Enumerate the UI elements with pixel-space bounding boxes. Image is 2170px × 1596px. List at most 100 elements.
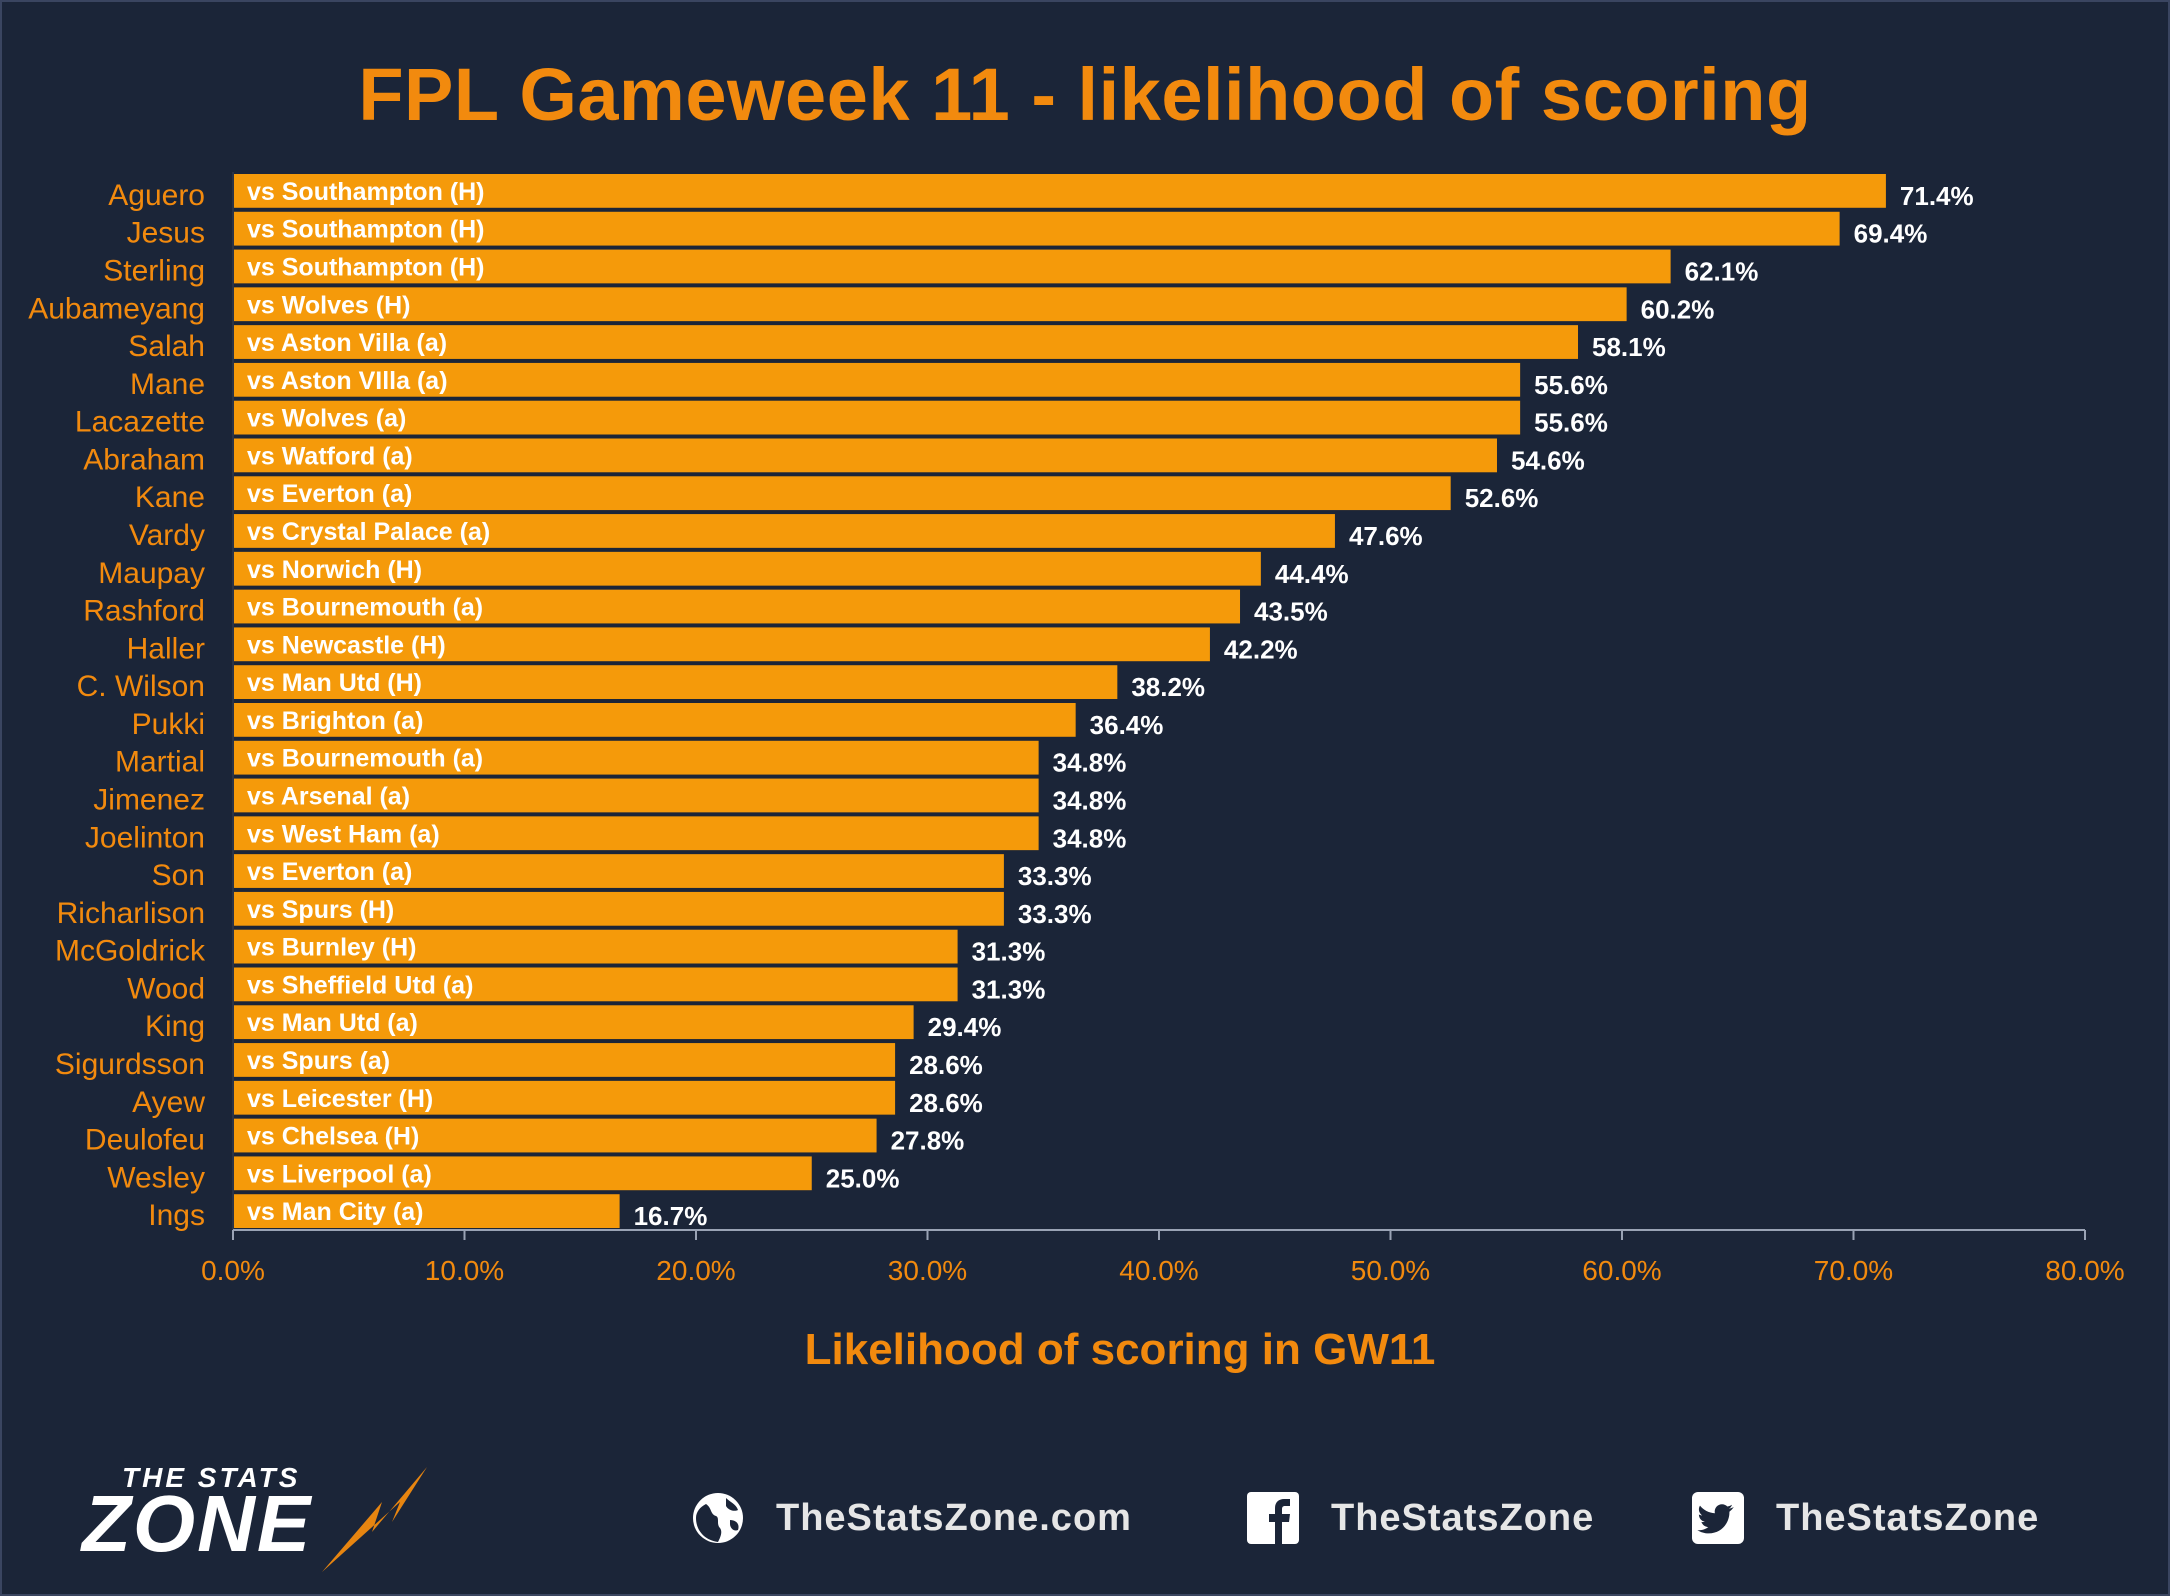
category-label: Deulofeu — [85, 1124, 205, 1157]
value-label: 34.8% — [1053, 748, 1127, 778]
bar-fixture-label: vs Bournemouth (a) — [247, 594, 483, 622]
bar-fixture-label: vs Liverpool (a) — [247, 1160, 432, 1188]
bar — [233, 174, 1886, 208]
category-label: Lacazette — [75, 406, 205, 439]
category-label: Vardy — [129, 519, 205, 552]
value-label: 55.6% — [1534, 370, 1608, 400]
website-link[interactable]: TheStatsZone.com — [690, 1490, 1132, 1546]
bar — [233, 778, 1039, 813]
bar-fixture-label: vs Everton (a) — [247, 858, 412, 886]
twitter-link[interactable]: TheStatsZone — [1690, 1490, 2039, 1546]
bar-fixture-label: vs West Ham (a) — [247, 820, 440, 848]
x-tick-label: 0.0% — [201, 1255, 265, 1286]
bar-fixture-label: vs Southampton (H) — [247, 178, 485, 206]
bar-fixture-label: vs Aston VIlla (a) — [247, 367, 448, 395]
logo-swoosh-icon — [322, 1467, 427, 1572]
category-label: Sigurdsson — [55, 1048, 205, 1081]
category-label: Wood — [127, 972, 205, 1005]
bar — [233, 1005, 914, 1040]
facebook-icon — [1245, 1490, 1301, 1546]
x-tick-label: 50.0% — [1351, 1255, 1430, 1286]
category-label: Ings — [148, 1199, 205, 1232]
x-tick-label: 20.0% — [656, 1255, 735, 1286]
value-label: 31.3% — [972, 937, 1046, 967]
category-label: King — [145, 1010, 205, 1043]
x-axis-label: Likelihood of scoring in GW11 — [804, 1325, 1436, 1374]
category-label: Jimenez — [93, 783, 205, 816]
value-label: 38.2% — [1131, 672, 1205, 702]
bar — [233, 325, 1579, 359]
x-tick-label: 10.0% — [425, 1255, 504, 1286]
bar — [233, 249, 1671, 284]
value-label: 43.5% — [1254, 597, 1328, 627]
bar-fixture-label: vs Spurs (a) — [247, 1047, 390, 1075]
category-label: Mane — [130, 368, 205, 401]
bar-fixture-label: vs Brighton (a) — [247, 707, 423, 735]
category-label: Aguero — [108, 179, 205, 212]
category-label: Ayew — [132, 1086, 205, 1119]
bar-fixture-label: vs Everton (a) — [247, 480, 412, 508]
value-label: 55.6% — [1534, 408, 1608, 438]
category-label: Martial — [115, 746, 205, 779]
category-label: Richarlison — [57, 897, 205, 930]
category-label: Kane — [135, 481, 205, 514]
bar-fixture-label: vs Leicester (H) — [247, 1085, 433, 1113]
bar-fixture-label: vs Arsenal (a) — [247, 782, 410, 810]
chart-title: FPL Gameweek 11 - likelihood of scoring — [358, 53, 1812, 136]
bar-fixture-label: vs Chelsea (H) — [247, 1123, 419, 1151]
bar — [233, 1156, 812, 1191]
value-label: 69.4% — [1854, 219, 1928, 249]
bar — [233, 589, 1241, 624]
value-label: 16.7% — [634, 1201, 708, 1231]
bar — [233, 551, 1261, 586]
value-label: 62.1% — [1685, 256, 1759, 286]
bar-fixture-label: vs Newcastle (H) — [247, 631, 446, 659]
footer: THE STATS ZONE TheStatsZone.com TheStats… — [0, 1450, 2170, 1580]
x-tick-label: 70.0% — [1814, 1255, 1893, 1286]
category-label: Jesus — [127, 217, 205, 250]
bar-fixture-label: vs Bournemouth (a) — [247, 745, 483, 773]
bar — [233, 1118, 877, 1153]
facebook-link[interactable]: TheStatsZone — [1245, 1490, 1594, 1546]
category-label: Maupay — [98, 557, 205, 590]
globe-icon — [690, 1490, 746, 1546]
bar-fixture-label: vs Man City (a) — [247, 1198, 423, 1226]
bar — [233, 967, 958, 1002]
category-label: Rashford — [83, 595, 205, 628]
bar-fixture-label: vs Southampton (H) — [247, 216, 485, 244]
bar — [233, 438, 1497, 473]
bar-fixture-label: vs Norwich (H) — [247, 556, 422, 584]
value-label: 60.2% — [1641, 294, 1715, 324]
value-label: 42.2% — [1224, 634, 1298, 664]
value-label: 33.3% — [1018, 861, 1092, 891]
bar — [233, 1194, 620, 1228]
bar-fixture-label: vs Wolves (H) — [247, 291, 410, 319]
value-label: 31.3% — [972, 974, 1046, 1004]
value-label: 29.4% — [928, 1012, 1002, 1042]
category-label: Abraham — [83, 443, 205, 476]
value-label: 58.1% — [1592, 332, 1666, 362]
value-label: 47.6% — [1349, 521, 1423, 551]
bar — [233, 514, 1335, 548]
category-label: C. Wilson — [77, 670, 205, 703]
value-label: 52.6% — [1465, 483, 1539, 513]
facebook-text: TheStatsZone — [1331, 1496, 1595, 1539]
bar-fixture-label: vs Aston Villa (a) — [247, 329, 447, 357]
x-tick-label: 30.0% — [888, 1255, 967, 1286]
x-tick-label: 40.0% — [1119, 1255, 1198, 1286]
value-label: 34.8% — [1053, 785, 1127, 815]
bar-fixture-label: vs Spurs (H) — [247, 896, 394, 924]
bar — [233, 929, 958, 964]
bar — [233, 211, 1840, 246]
bar — [233, 891, 1004, 926]
bar — [233, 1080, 896, 1115]
bar — [233, 627, 1210, 662]
category-label: Son — [152, 859, 205, 892]
value-label: 33.3% — [1018, 899, 1092, 929]
value-label: 27.8% — [891, 1126, 965, 1156]
bar-fixture-label: vs Sheffield Utd (a) — [247, 971, 473, 999]
bar — [233, 476, 1451, 511]
bar-fixture-label: vs Burnley (H) — [247, 934, 416, 962]
